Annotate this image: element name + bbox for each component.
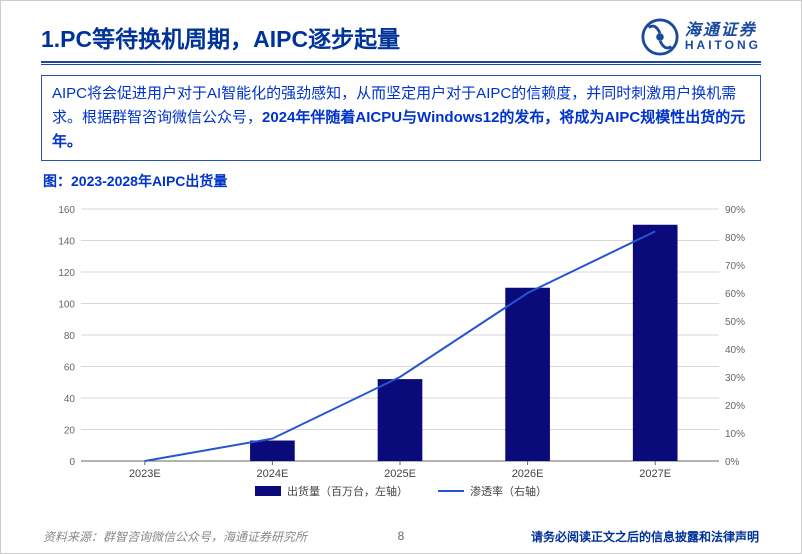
company-logo: 海通证券 HAITONG	[641, 18, 761, 56]
svg-text:10%: 10%	[725, 429, 745, 440]
logo-text: 海通证券 HAITONG	[685, 22, 761, 53]
svg-text:40%: 40%	[725, 345, 745, 356]
svg-text:160: 160	[58, 205, 75, 216]
svg-text:120: 120	[58, 268, 75, 279]
aipc-chart: 0 20 40 60 80 100 120 140 160 0% 10% 20% 30% 40% 50% 60…	[43, 199, 759, 489]
svg-text:2023E: 2023E	[129, 468, 161, 480]
source-text: 资料来源：群智咨询微信公众号，海通证券研究所	[43, 528, 307, 545]
svg-text:100: 100	[58, 300, 75, 311]
chart-area: 0 20 40 60 80 100 120 140 160 0% 10% 20% 30% 40% 50% 60…	[43, 199, 759, 489]
svg-text:2027E: 2027E	[639, 468, 671, 480]
legend-line-swatch	[438, 490, 464, 492]
svg-text:0%: 0%	[725, 457, 740, 468]
svg-text:50%: 50%	[725, 317, 745, 328]
svg-text:80%: 80%	[725, 233, 745, 244]
summary-box: AIPC将会促进用户对于AI智能化的强劲感知，从而坚定用户对于AIPC的信赖度，…	[41, 75, 761, 161]
svg-text:20: 20	[64, 426, 76, 437]
svg-text:70%: 70%	[725, 261, 745, 272]
svg-text:60: 60	[64, 363, 76, 374]
svg-text:80: 80	[64, 331, 76, 342]
svg-text:40: 40	[64, 394, 76, 405]
svg-text:30%: 30%	[725, 373, 745, 384]
header: 1.PC等待换机周期，AIPC逐步起量 海通证券 HAITONG	[1, 1, 801, 61]
haitong-logo-icon	[641, 18, 679, 56]
svg-text:90%: 90%	[725, 205, 745, 216]
chart-title: 图：2023-2028年AIPC出货量	[43, 171, 759, 191]
divider-thin	[41, 64, 761, 65]
svg-text:2026E: 2026E	[512, 468, 544, 480]
disclaimer-text: 请务必阅读正文之后的信息披露和法律声明	[531, 528, 759, 545]
logo-cn: 海通证券	[685, 22, 761, 40]
page-number: 8	[398, 529, 405, 543]
svg-text:140: 140	[58, 237, 75, 248]
svg-text:20%: 20%	[725, 401, 745, 412]
divider-thick	[41, 61, 761, 63]
logo-en: HAITONG	[685, 39, 761, 52]
slide: 1.PC等待换机周期，AIPC逐步起量 海通证券 HAITONG AIPC将会促…	[0, 0, 802, 554]
svg-text:0: 0	[69, 457, 75, 468]
slide-title: 1.PC等待换机周期，AIPC逐步起量	[41, 20, 400, 54]
svg-text:60%: 60%	[725, 289, 745, 300]
svg-text:2024E: 2024E	[256, 468, 288, 480]
svg-text:2025E: 2025E	[384, 468, 416, 480]
